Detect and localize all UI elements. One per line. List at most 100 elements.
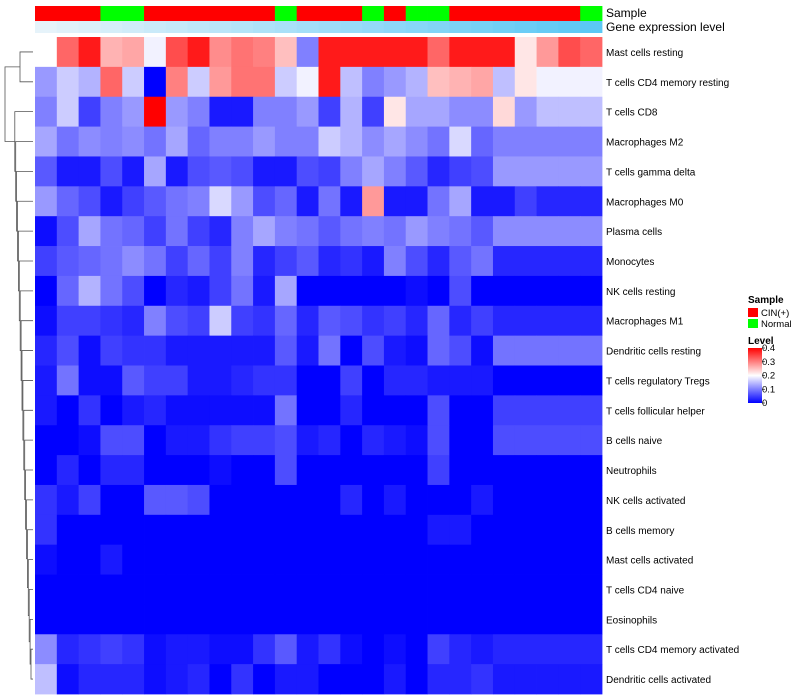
- heatmap-cell: [514, 544, 537, 575]
- heatmap-cell: [56, 484, 80, 516]
- heatmap-cell: [35, 275, 58, 307]
- heatmap-cell: [165, 37, 189, 68]
- heatmap-cell: [514, 455, 537, 486]
- heatmap-cell: [253, 514, 276, 546]
- heatmap-cell: [362, 96, 385, 127]
- heatmap-cell: [100, 604, 123, 635]
- row-label: Plasma cells: [606, 227, 662, 238]
- heatmap-cell: [427, 66, 450, 98]
- heatmap-cell: [274, 455, 298, 486]
- heatmap-cell: [449, 216, 472, 247]
- heatmap-cell: [231, 455, 254, 486]
- heatmap-cell: [165, 335, 189, 366]
- heatmap-cell: [362, 455, 385, 486]
- heatmap-cell: [405, 186, 428, 217]
- heatmap-cell: [122, 664, 145, 695]
- heatmap-cell: [144, 604, 167, 635]
- heatmap-cell: [427, 305, 450, 337]
- heatmap-cell: [536, 96, 559, 127]
- heatmap-cell: [362, 634, 385, 665]
- heatmap-cell: [580, 66, 603, 98]
- row-label: B cells naive: [606, 436, 663, 447]
- heatmap-cell: [209, 186, 232, 217]
- sample-annotation-cell: [165, 6, 189, 21]
- heatmap-cell: [492, 37, 516, 68]
- sample-annotation-cell: [100, 6, 123, 21]
- heatmap-cell: [122, 514, 145, 546]
- heatmap-cell: [253, 156, 276, 187]
- heatmap-cell: [580, 126, 603, 157]
- heatmap-cell: [253, 544, 276, 575]
- heatmap-cell: [209, 634, 232, 665]
- heatmap-cell: [449, 484, 472, 516]
- heatmap-cell: [274, 604, 298, 635]
- heatmap-cell: [340, 66, 363, 98]
- row-dendrogram: [4, 51, 33, 680]
- heatmap-cell: [383, 126, 407, 157]
- heatmap-cell: [405, 544, 428, 575]
- heatmap-cell: [558, 335, 581, 366]
- heatmap-cell: [231, 216, 254, 247]
- heatmap-cell: [580, 246, 603, 277]
- expression-annotation-cell: [296, 21, 319, 33]
- heatmap-cell: [580, 96, 603, 127]
- row-label: T cells CD8: [606, 108, 658, 119]
- heatmap-cell: [427, 664, 450, 695]
- heatmap-cell: [78, 305, 101, 337]
- row-label: Monocytes: [606, 257, 654, 268]
- heatmap-cell: [492, 216, 516, 247]
- heatmap-cell: [471, 186, 494, 217]
- heatmap-cell: [144, 156, 167, 187]
- heatmap-cell: [296, 246, 319, 277]
- heatmap-cell: [558, 126, 581, 157]
- expression-annotation-cell: [56, 21, 80, 33]
- heatmap-cell: [340, 216, 363, 247]
- heatmap-cell: [187, 425, 210, 456]
- heatmap-cell: [231, 246, 254, 277]
- heatmap-cell: [362, 305, 385, 337]
- heatmap-cell: [78, 156, 101, 187]
- heatmap-cell: [362, 186, 385, 217]
- heatmap-cell: [405, 216, 428, 247]
- heatmap-cell: [318, 216, 341, 247]
- heatmap-cell: [383, 514, 407, 546]
- heatmap-cell: [274, 664, 298, 695]
- expression-annotation-cell: [209, 21, 232, 33]
- heatmap-cell: [405, 395, 428, 426]
- heatmap-cell: [580, 37, 603, 68]
- heatmap-cell: [231, 96, 254, 127]
- legend-swatch-cin: [748, 308, 758, 317]
- heatmap-cell: [253, 664, 276, 695]
- heatmap-cell: [558, 484, 581, 516]
- heatmap-cell: [427, 514, 450, 546]
- heatmap-cell: [558, 425, 581, 456]
- heatmap-cell: [405, 246, 428, 277]
- heatmap-cell: [536, 484, 559, 516]
- heatmap-cell: [100, 514, 123, 546]
- heatmap-cell: [449, 156, 472, 187]
- heatmap-cell: [253, 484, 276, 516]
- heatmap-cell: [187, 275, 210, 307]
- heatmap-cell: [471, 484, 494, 516]
- heatmap-cell: [35, 96, 58, 127]
- heatmap-cell: [362, 37, 385, 68]
- heatmap-cell: [492, 246, 516, 277]
- heatmap-cell: [405, 484, 428, 516]
- heatmap-cell: [100, 126, 123, 157]
- heatmap-cell: [187, 634, 210, 665]
- heatmap-cell: [187, 395, 210, 426]
- heatmap-cell: [536, 395, 559, 426]
- heatmap-cell: [558, 395, 581, 426]
- heatmap-cell: [165, 96, 189, 127]
- sample-annotation-cell: [558, 6, 581, 21]
- expression-annotation-cell: [492, 21, 516, 33]
- heatmap-cell: [383, 275, 407, 307]
- heatmap-cell: [427, 544, 450, 575]
- heatmap-cell: [558, 544, 581, 575]
- heatmap-cell: [471, 455, 494, 486]
- heatmap-cell: [449, 186, 472, 217]
- legend-tick-label: 0.1: [762, 384, 775, 395]
- sample-annotation-cell: [492, 6, 516, 21]
- heatmap-cell: [318, 574, 341, 605]
- heatmap-cell: [580, 604, 603, 635]
